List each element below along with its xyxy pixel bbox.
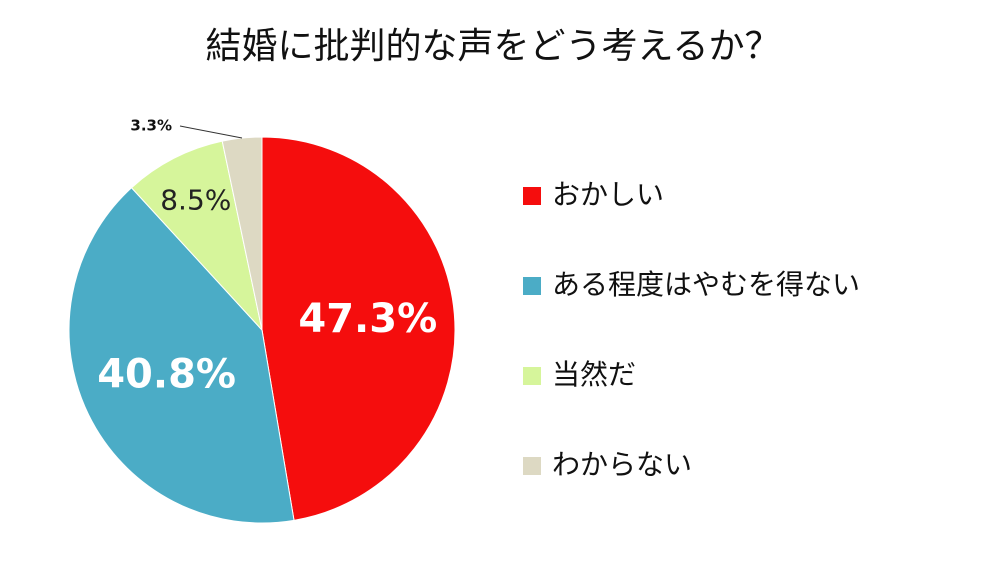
pie-slice [261,136,456,521]
chart-title: 結婚に批判的な声をどう考えるか？ [206,26,781,67]
slice-label: 47.3% [298,296,437,342]
legend-swatch [523,277,541,295]
legend-swatch [523,367,541,385]
slice-label: 40.8% [97,352,236,398]
legend-label: ある程度はやむを得ない [552,268,860,301]
legend-label: おかしい [552,178,664,211]
legend-swatch [523,457,541,475]
slice-label: 3.3% [130,117,172,135]
leader-line [179,125,243,139]
legend-label: 当然だ [552,358,636,391]
pie-slice [130,140,263,332]
slice-label: 8.5% [160,183,231,216]
pie-slice [68,187,295,524]
legend-label: わからない [552,448,692,481]
legend-swatch [523,187,541,205]
